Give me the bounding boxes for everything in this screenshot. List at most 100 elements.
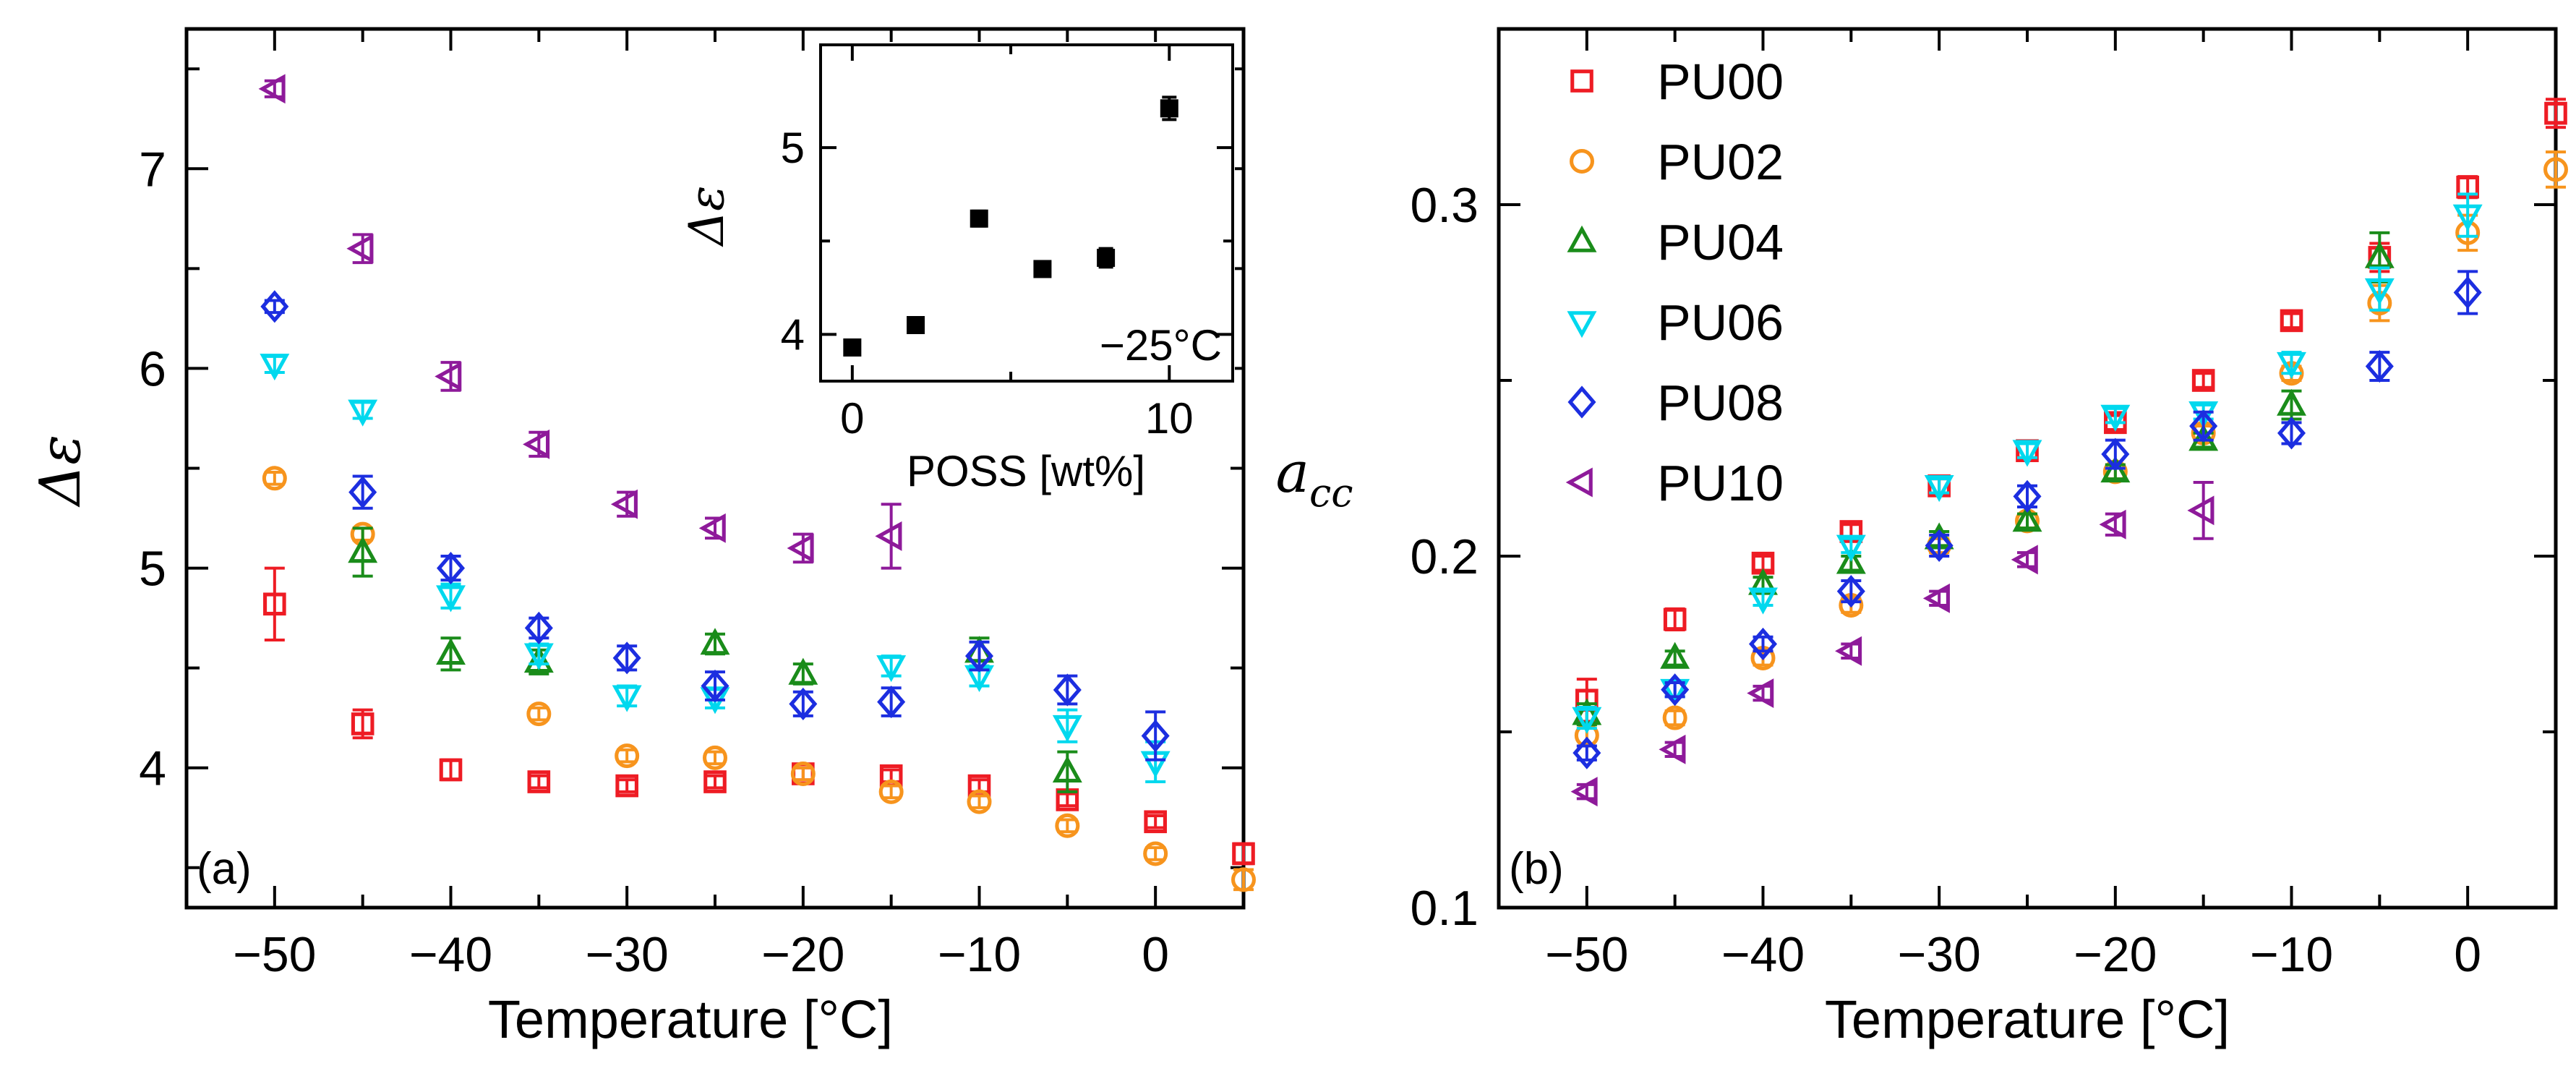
data-point: [2100, 404, 2131, 432]
data-point: [2191, 369, 2215, 392]
data-point: [2188, 401, 2219, 429]
data-point: [2011, 545, 2038, 575]
data-point: [1572, 736, 1601, 769]
data-point: [907, 316, 925, 334]
data-point: [436, 585, 466, 613]
inset-frame: [819, 43, 1234, 383]
legend-label: PU04: [1657, 214, 1784, 270]
legend-label: PU08: [1657, 375, 1784, 431]
x-tick-label: 0: [1142, 927, 1169, 982]
data-point: [1141, 719, 1170, 753]
data-point: [348, 476, 377, 509]
x-tick-label: 0: [840, 394, 864, 443]
y-tick-label: 4: [139, 741, 166, 796]
legend-label: PU02: [1657, 134, 1784, 190]
inset-tick-labels: 0 10 4 5: [781, 124, 1194, 443]
panel-b-legend: PU00 PU02 PU04 PU06 PU08 PU10: [1565, 54, 1784, 511]
panel-b-ylabel-main: a: [1275, 440, 1309, 506]
data-point: [2453, 276, 2482, 310]
data-point: [1572, 707, 1602, 734]
x-tick-label: −50: [233, 927, 316, 982]
inset-xlabel: POSS [wt%]: [907, 447, 1145, 495]
data-point: [523, 429, 550, 459]
data-point: [2452, 204, 2483, 231]
panel-b-series: [1570, 98, 2569, 807]
data-point: [2277, 351, 2306, 379]
data-point: [1748, 627, 1778, 661]
data-point: [700, 628, 730, 655]
panel-a-ylabel: Δε: [28, 435, 93, 508]
panel-b: −50 −40 −30 −20 −10 00.10.20.3 PU00PU02PU04PU…: [1275, 27, 2569, 1049]
data-point: [2187, 495, 2215, 526]
data-point: [1231, 867, 1257, 892]
legend-marker: [1565, 467, 1593, 498]
panel-b-ylabel: acc: [1275, 440, 1353, 516]
data-point: [877, 685, 906, 719]
data-point: [701, 669, 729, 703]
inset-series: [843, 95, 1178, 357]
data-point: [2012, 505, 2042, 532]
x-tick-label: −10: [2250, 927, 2333, 982]
data-point: [527, 770, 551, 793]
data-point: [263, 592, 286, 616]
data-point: [1924, 475, 1954, 503]
series-pu06: [260, 354, 1171, 784]
data-point: [1660, 641, 1690, 669]
inset-plot: 0 10 4 5 POSS [wt%] Δε −25°C: [679, 42, 1235, 495]
data-point: [964, 639, 994, 673]
x-tick-label: −40: [409, 927, 492, 982]
data-point: [875, 521, 902, 551]
data-point: [2364, 278, 2395, 305]
series--at-25-c: [843, 95, 1178, 357]
data-point: [2543, 157, 2569, 182]
data-point: [346, 234, 374, 264]
panel-b-ticks: [1499, 29, 2556, 909]
data-point: [1160, 99, 1178, 118]
data-point: [348, 399, 378, 427]
data-point: [610, 489, 638, 519]
data-point: [1144, 810, 1167, 834]
panel-b-xlabel: Temperature [°C]: [1825, 989, 2230, 1049]
data-point: [1052, 715, 1082, 742]
data-point: [1570, 777, 1598, 807]
data-point: [703, 770, 727, 793]
data-point: [790, 761, 816, 786]
data-point: [351, 712, 375, 735]
x-tick-label: −30: [585, 927, 668, 982]
data-point: [1836, 574, 1865, 608]
data-point: [1143, 841, 1168, 866]
data-point: [348, 536, 378, 563]
data-point: [1922, 583, 1950, 613]
data-point: [260, 354, 290, 381]
data-point: [1097, 249, 1116, 267]
data-point: [2544, 101, 2567, 125]
legend-label: PU00: [1657, 54, 1784, 110]
y-tick-label: 4: [781, 310, 805, 359]
data-point: [787, 533, 814, 563]
data-point: [2365, 349, 2394, 383]
y-tick-label: 0.3: [1410, 178, 1479, 233]
series-pu10: [258, 74, 902, 570]
legend-marker: [1570, 69, 1593, 93]
data-point: [843, 338, 862, 357]
data-point: [1232, 842, 1255, 866]
data-point: [2013, 479, 2042, 513]
data-point: [2364, 241, 2395, 268]
data-point: [970, 209, 988, 228]
data-point: [2280, 309, 2303, 333]
y-tick-label: 7: [139, 142, 166, 197]
legend-marker: [1567, 311, 1597, 338]
data-point: [876, 655, 907, 683]
inset-ylabel: Δε: [679, 185, 735, 247]
data-point: [789, 687, 818, 720]
inset-ticks: [821, 45, 1233, 381]
data-point: [612, 641, 641, 675]
data-point: [967, 789, 992, 814]
y-tick-label: 0.2: [1410, 529, 1479, 584]
legend-marker: [1570, 149, 1595, 174]
data-point: [435, 362, 462, 391]
data-point: [2277, 388, 2306, 416]
data-point: [436, 638, 466, 665]
series-pu08: [260, 290, 1170, 762]
